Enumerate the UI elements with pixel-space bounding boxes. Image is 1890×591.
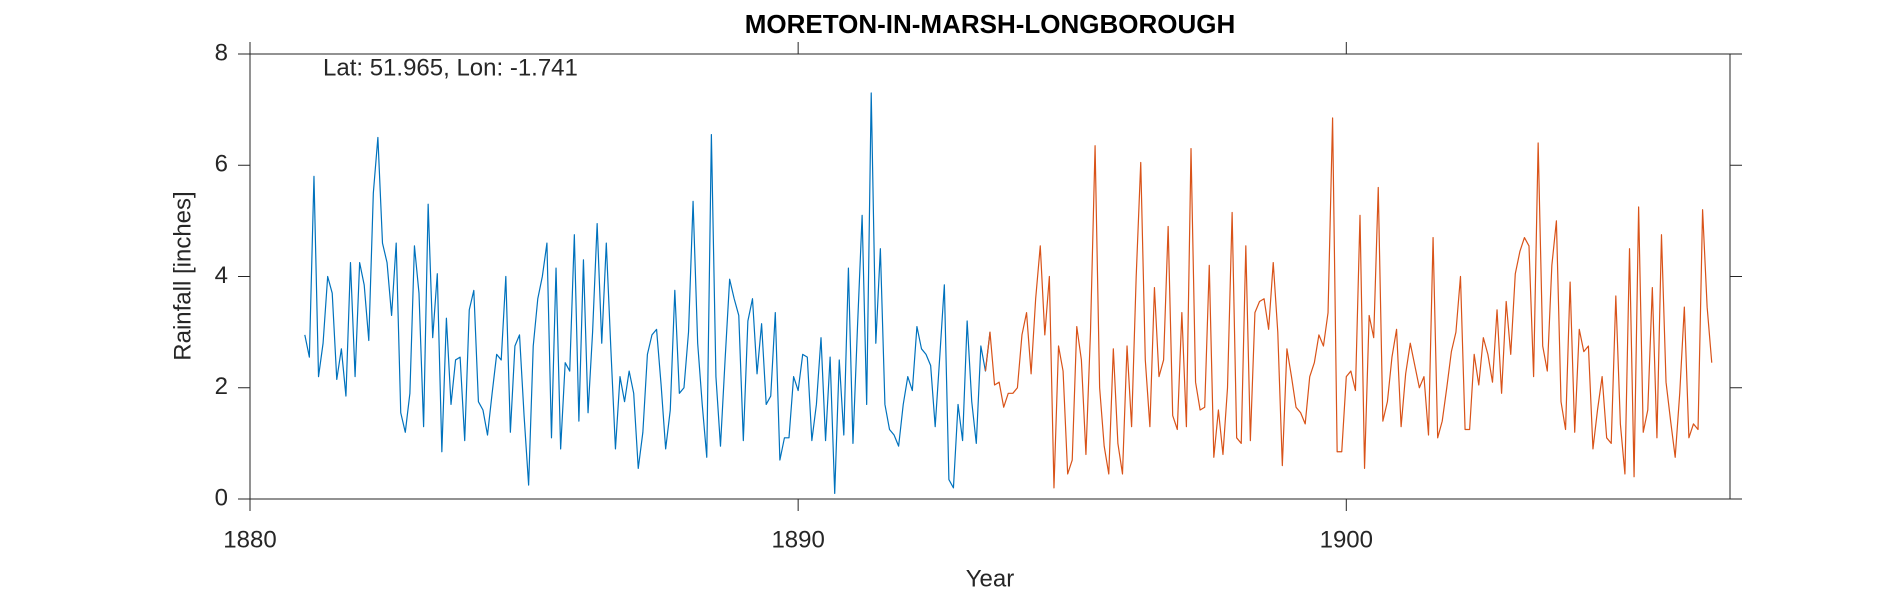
series-line: [984, 117, 1713, 489]
y-tick-label: 2: [215, 373, 228, 400]
x-tick-label: 1880: [223, 526, 276, 553]
plot-area: [249, 53, 1731, 500]
annotation: Lat: 51.965, Lon: -1.741: [323, 54, 578, 81]
series-line: [304, 92, 991, 495]
x-tick-label: 1900: [1320, 526, 1373, 553]
y-tick-label: 4: [215, 262, 228, 289]
y-axis-label: Rainfall [inches]: [169, 191, 196, 360]
y-tick-label: 6: [215, 151, 228, 178]
chart-title: MORETON-IN-MARSH-LONGBOROUGH: [745, 9, 1236, 39]
y-tick-label: 0: [215, 484, 228, 511]
x-axis-label: Year: [966, 565, 1015, 591]
y-tick-label: 8: [215, 39, 228, 66]
x-tick-label: 1890: [771, 526, 824, 553]
